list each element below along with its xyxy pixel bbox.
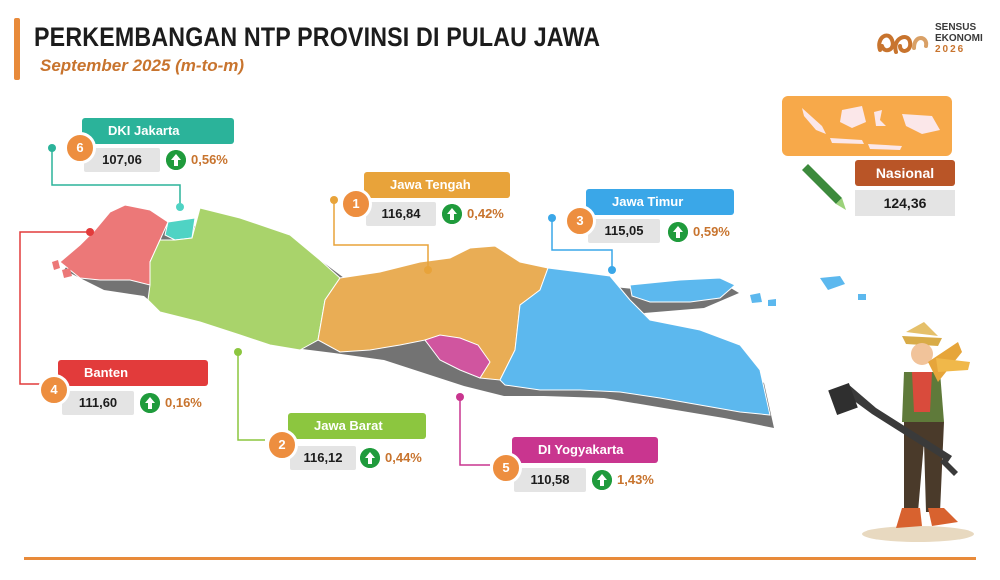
page-title: PERKEMBANGAN NTP PROVINSI DI PULAU JAWA bbox=[34, 22, 601, 52]
province-value: 107,06 bbox=[84, 148, 160, 172]
province-value: 116,12 bbox=[290, 446, 356, 470]
province-name: DKI Jakarta bbox=[82, 118, 234, 144]
province-name: Jawa Timur bbox=[586, 189, 734, 215]
arrow-up-icon bbox=[166, 150, 186, 170]
farmer-illustration bbox=[828, 322, 974, 542]
pencil-icon bbox=[802, 164, 846, 210]
rank-badge: 4 bbox=[38, 374, 70, 406]
map-madura bbox=[629, 277, 736, 303]
arrow-up-icon bbox=[360, 448, 380, 468]
province-name: Jawa Tengah bbox=[364, 172, 510, 198]
arrow-up-icon bbox=[442, 204, 462, 224]
province-value: 110,58 bbox=[514, 468, 586, 492]
province-name: DI Yogyakarta bbox=[512, 437, 658, 463]
rank-badge: 3 bbox=[564, 205, 596, 237]
province-change: 1,43% bbox=[617, 472, 654, 487]
province-name: Jawa Barat bbox=[288, 413, 426, 439]
rank-badge: 1 bbox=[340, 188, 372, 220]
province-change: 0,42% bbox=[467, 206, 504, 221]
rank-badge: 2 bbox=[266, 429, 298, 461]
sensus-ekonomi-logo bbox=[877, 33, 929, 54]
map-jawa-timur bbox=[499, 267, 771, 416]
rank-badge: 5 bbox=[490, 452, 522, 484]
nasional-value: 124,36 bbox=[855, 190, 955, 216]
nasional-label: Nasional bbox=[855, 160, 955, 186]
arrow-up-icon bbox=[140, 393, 160, 413]
bottom-accent-line bbox=[24, 557, 976, 560]
arrow-up-icon bbox=[668, 222, 688, 242]
province-change: 0,44% bbox=[385, 450, 422, 465]
map-banten bbox=[59, 204, 169, 286]
map-di-yogyakarta bbox=[424, 334, 491, 379]
indonesia-map-icon bbox=[782, 96, 952, 156]
logo-text: SENSUS EKONOMI 2026 bbox=[935, 22, 983, 55]
arrow-up-icon bbox=[592, 470, 612, 490]
province-change: 0,56% bbox=[191, 152, 228, 167]
province-value: 115,05 bbox=[588, 219, 660, 243]
rank-badge: 6 bbox=[64, 132, 96, 164]
province-change: 0,59% bbox=[693, 224, 730, 239]
province-value: 116,84 bbox=[366, 202, 436, 226]
province-name: Banten bbox=[58, 360, 208, 386]
province-value: 111,60 bbox=[62, 391, 134, 415]
page-subtitle: September 2025 (m-to-m) bbox=[40, 56, 245, 75]
province-change: 0,16% bbox=[165, 395, 202, 410]
title-accent-bar bbox=[14, 18, 20, 80]
